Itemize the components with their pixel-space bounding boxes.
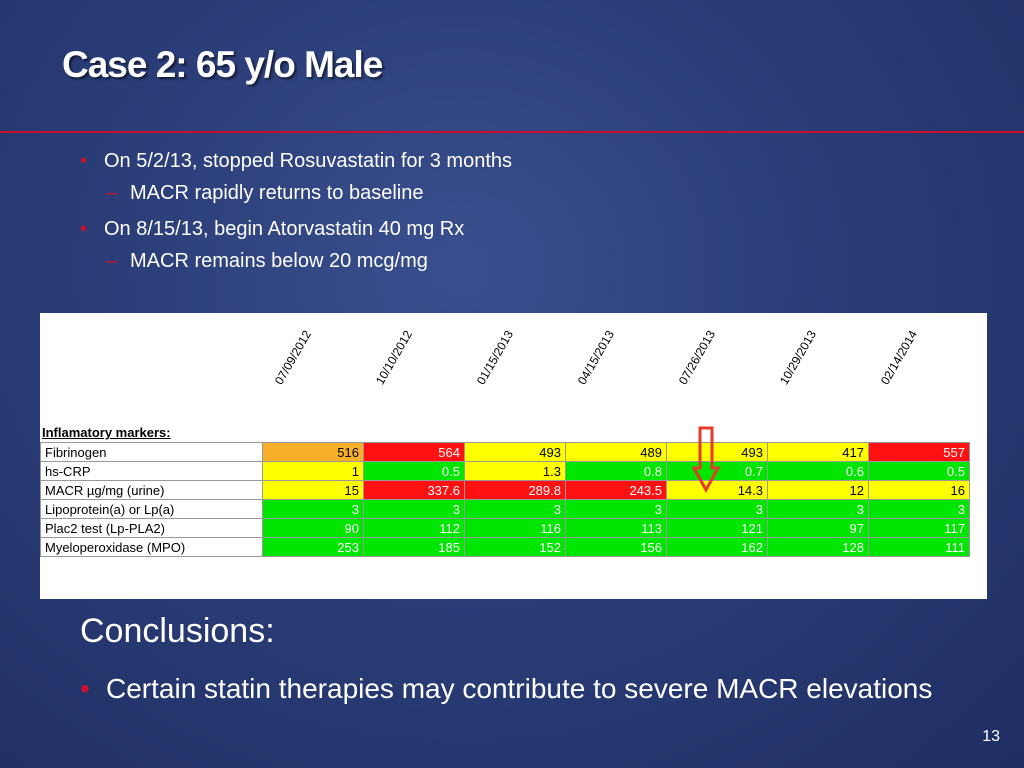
table-row: Lipoprotein(a) or Lp(a) 3 3 3 3 3 3 3 <box>40 499 970 519</box>
row-label: MACR µg/mg (urine) <box>40 480 263 500</box>
lab-results-table-image: 07/09/2012 10/10/2012 01/15/2013 04/15/2… <box>40 313 987 599</box>
date-header: 02/14/2014 <box>877 327 921 387</box>
table-cell: 0.5 <box>363 461 465 481</box>
markers-table: Fibrinogen 516 564 493 489 493 417 557 hs-CRP 1 0.… <box>40 442 970 557</box>
table-cell: 117 <box>868 518 970 538</box>
row-label: Fibrinogen <box>40 442 263 462</box>
table-cell: 162 <box>666 537 768 557</box>
row-label: Lipoprotein(a) or Lp(a) <box>40 499 263 519</box>
title-divider <box>0 131 1024 133</box>
row-label: Myeloperoxidase (MPO) <box>40 537 263 557</box>
table-cell: 112 <box>363 518 465 538</box>
table-cell: 1.3 <box>464 461 566 481</box>
table-cell: 3 <box>565 499 667 519</box>
bullet-item: On 8/15/13, begin Atorvastatin 40 mg Rx <box>80 216 512 242</box>
table-cell: 3 <box>262 499 364 519</box>
section-label: Inflamatory markers: <box>42 425 171 440</box>
table-cell: 493 <box>464 442 566 462</box>
conclusion-bullet: Certain statin therapies may contribute … <box>80 670 960 708</box>
table-cell: 3 <box>666 499 768 519</box>
table-cell: 3 <box>767 499 869 519</box>
table-cell: 337.6 <box>363 480 465 500</box>
table-cell: 90 <box>262 518 364 538</box>
table-cell: 557 <box>868 442 970 462</box>
conclusions-heading: Conclusions: <box>80 612 275 650</box>
table-cell: 15 <box>262 480 364 500</box>
table-cell: 243.5 <box>565 480 667 500</box>
sub-bullet-item: MACR remains below 20 mcg/mg <box>80 248 512 274</box>
bullet-list: On 5/2/13, stopped Rosuvastatin for 3 mo… <box>80 148 512 274</box>
table-cell: 97 <box>767 518 869 538</box>
table-cell: 16 <box>868 480 970 500</box>
date-header: 04/15/2013 <box>574 327 618 387</box>
table-row: Plac2 test (Lp-PLA2) 90 112 116 113 121 97 117 <box>40 518 970 538</box>
table-cell: 493 <box>666 442 768 462</box>
table-row: Myeloperoxidase (MPO) 253 185 152 156 162 128 1… <box>40 537 970 557</box>
table-cell: 113 <box>565 518 667 538</box>
table-cell: 3 <box>868 499 970 519</box>
table-cell: 12 <box>767 480 869 500</box>
date-header-row: 07/09/2012 10/10/2012 01/15/2013 04/15/2… <box>40 313 987 423</box>
table-cell: 0.8 <box>565 461 667 481</box>
table-cell: 14.3 <box>666 480 768 500</box>
slide-title: Case 2: 65 y/o Male <box>62 44 383 85</box>
date-header: 07/09/2012 <box>271 327 315 387</box>
table-cell: 516 <box>262 442 364 462</box>
date-header: 10/29/2013 <box>776 327 820 387</box>
table-row: MACR µg/mg (urine) 15 337.6 289.8 243.5 14.3 1… <box>40 480 970 500</box>
table-row: hs-CRP 1 0.5 1.3 0.8 0.7 0.6 0.5 <box>40 461 970 481</box>
table-cell: 121 <box>666 518 768 538</box>
table-cell: 128 <box>767 537 869 557</box>
date-header: 10/10/2012 <box>372 327 416 387</box>
table-cell: 152 <box>464 537 566 557</box>
table-cell: 489 <box>565 442 667 462</box>
table-cell: 0.6 <box>767 461 869 481</box>
table-cell: 289.8 <box>464 480 566 500</box>
table-cell: 253 <box>262 537 364 557</box>
table-cell: 564 <box>363 442 465 462</box>
bullet-item: On 5/2/13, stopped Rosuvastatin for 3 mo… <box>80 148 512 174</box>
table-cell: 116 <box>464 518 566 538</box>
table-cell: 111 <box>868 537 970 557</box>
sub-bullet-item: MACR rapidly returns to baseline <box>80 180 512 206</box>
table-cell: 156 <box>565 537 667 557</box>
row-label: Plac2 test (Lp-PLA2) <box>40 518 263 538</box>
row-label: hs-CRP <box>40 461 263 481</box>
table-cell: 1 <box>262 461 364 481</box>
table-cell: 0.5 <box>868 461 970 481</box>
table-row: Fibrinogen 516 564 493 489 493 417 557 <box>40 442 970 462</box>
table-cell: 3 <box>363 499 465 519</box>
table-cell: 417 <box>767 442 869 462</box>
table-cell: 3 <box>464 499 566 519</box>
down-arrow-icon <box>692 426 720 494</box>
slide-number: 13 <box>982 728 1000 745</box>
date-header: 01/15/2013 <box>473 327 517 387</box>
date-header: 07/26/2013 <box>675 327 719 387</box>
table-cell: 185 <box>363 537 465 557</box>
